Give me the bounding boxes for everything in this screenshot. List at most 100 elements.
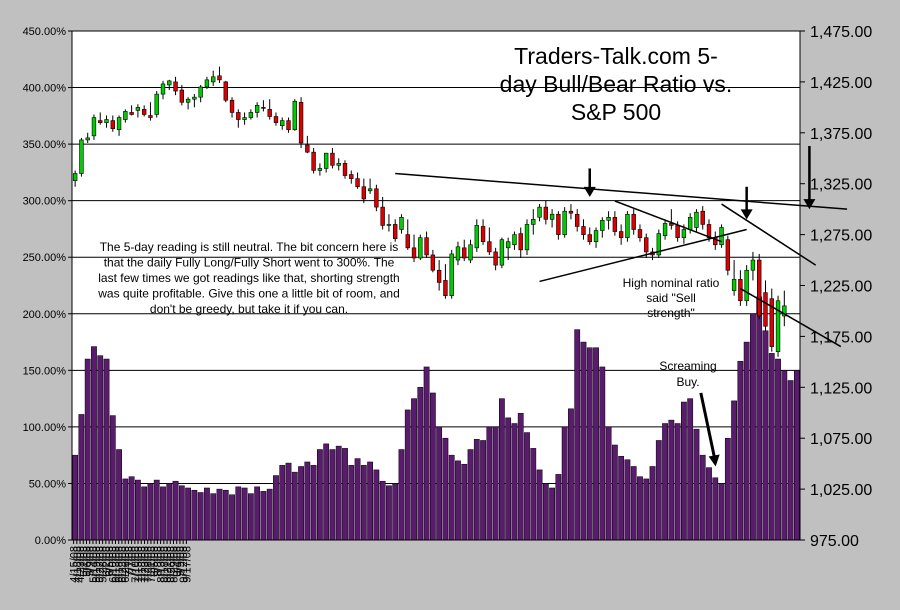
- ratio-bar: [461, 463, 468, 541]
- candle-body: [154, 93, 159, 115]
- candle-body: [229, 99, 235, 113]
- sp500-candle: [468, 239, 473, 264]
- x-tick-label: 4/15/08: [69, 546, 81, 583]
- ratio-bar: [411, 398, 417, 541]
- sp500-candle: [744, 265, 749, 306]
- sp500-candle: [305, 135, 310, 154]
- candle-body: [273, 116, 279, 123]
- ratio-bar: [160, 486, 166, 541]
- sp500-candle: [211, 70, 216, 86]
- sp500-candle: [129, 105, 134, 116]
- sp500-candle: [198, 84, 203, 103]
- ratio-bar: [216, 488, 223, 541]
- candle-body: [173, 81, 178, 92]
- x-tick-label: 4/18/08: [72, 546, 84, 583]
- x-tick-label: 5/14/08: [88, 546, 100, 583]
- candle-body: [474, 225, 479, 249]
- ratio-bar: [204, 487, 210, 541]
- ratio-bar: [674, 423, 681, 541]
- candle-body: [769, 298, 774, 347]
- ratio-bars: [72, 296, 800, 541]
- sp500-candle: [367, 178, 373, 194]
- ratio-bar: [473, 439, 480, 541]
- x-tick-label: 9/4/08: [172, 546, 184, 577]
- screaming-buy-annotation: Screaming Buy.: [659, 359, 716, 389]
- candle-body: [418, 237, 423, 259]
- sp500-candle: [154, 91, 159, 118]
- ratio-bar: [135, 479, 141, 541]
- candle-body: [581, 226, 586, 235]
- ratio-bar: [561, 426, 568, 541]
- candle-body: [443, 280, 448, 296]
- candle-body: [399, 216, 404, 230]
- sp500-candle: [449, 249, 454, 299]
- sp500-candle: [91, 114, 97, 140]
- sp500-candle: [405, 219, 410, 250]
- candle-body: [374, 188, 379, 208]
- ratio-bar: [555, 474, 562, 541]
- sp500-candle: [763, 280, 768, 332]
- x-tick-label: 5/6/08: [82, 546, 94, 577]
- sp500-candle: [192, 94, 197, 108]
- ratio-bar: [712, 477, 719, 541]
- sp500-candle: [98, 112, 103, 125]
- x-tick-label: 9/12/08: [178, 546, 190, 583]
- right-tick-label: 1,275.00: [810, 228, 872, 245]
- ratio-bar: [285, 462, 292, 541]
- candle-body: [625, 213, 630, 238]
- ratio-bar: [78, 414, 85, 541]
- candle-body: [757, 259, 762, 317]
- ratio-bar: [335, 445, 342, 541]
- candle-body: [286, 120, 291, 131]
- ratio-bar: [731, 400, 737, 541]
- candle-body: [311, 151, 316, 171]
- candle-body: [575, 213, 580, 227]
- sp500-candle: [462, 239, 467, 262]
- candle-body: [298, 101, 304, 144]
- candle-body: [342, 163, 348, 176]
- sp500-candle: [424, 231, 429, 259]
- sp500-candle: [72, 170, 78, 187]
- sp500-candle: [518, 227, 523, 259]
- candle-body: [524, 224, 530, 251]
- sp500-candle: [631, 209, 636, 235]
- candle-body: [744, 269, 749, 302]
- sp500-candle: [79, 137, 84, 177]
- ratio-bar: [273, 475, 279, 541]
- sp500-candle: [141, 105, 147, 117]
- x-tick-label: 5/22/08: [94, 546, 106, 583]
- ratio-bar: [750, 313, 756, 541]
- sp500-candle: [499, 237, 505, 269]
- ratio-bar: [662, 423, 668, 541]
- right-tick-label: 1,325.00: [810, 177, 872, 194]
- candle-body: [405, 234, 410, 249]
- candle-body: [518, 233, 523, 251]
- left-tick-label: 100.00%: [23, 422, 67, 434]
- sp500-candle: [355, 172, 360, 189]
- right-tick-label: 1,125.00: [810, 380, 872, 397]
- candle-body: [694, 211, 699, 228]
- commentary-line: that the daily Fully Long/Fully Short we…: [104, 256, 395, 270]
- ratio-bar: [166, 483, 173, 541]
- candle-body: [782, 305, 787, 317]
- candle-body: [380, 206, 385, 226]
- sp500-candle: [606, 211, 611, 230]
- ratio-bar: [599, 366, 606, 541]
- high-ratio-line: said "Sell: [646, 291, 696, 305]
- ratio-bar: [429, 392, 436, 541]
- sp500-candle: [248, 109, 254, 120]
- ratio-bar: [480, 440, 486, 541]
- x-tick-label: 7/1/08: [123, 546, 135, 577]
- ratio-bar: [310, 465, 317, 541]
- ratio-bar: [574, 329, 581, 541]
- candle-body: [763, 292, 768, 327]
- candle-body: [135, 107, 141, 111]
- ratio-bar: [260, 491, 267, 541]
- ratio-bar: [668, 419, 675, 541]
- candle-body: [644, 237, 649, 253]
- ratio-bar: [781, 370, 788, 541]
- sp500-candle: [600, 217, 605, 238]
- right-tick-label: 1,475.00: [810, 24, 872, 41]
- sp500-candle: [543, 201, 549, 225]
